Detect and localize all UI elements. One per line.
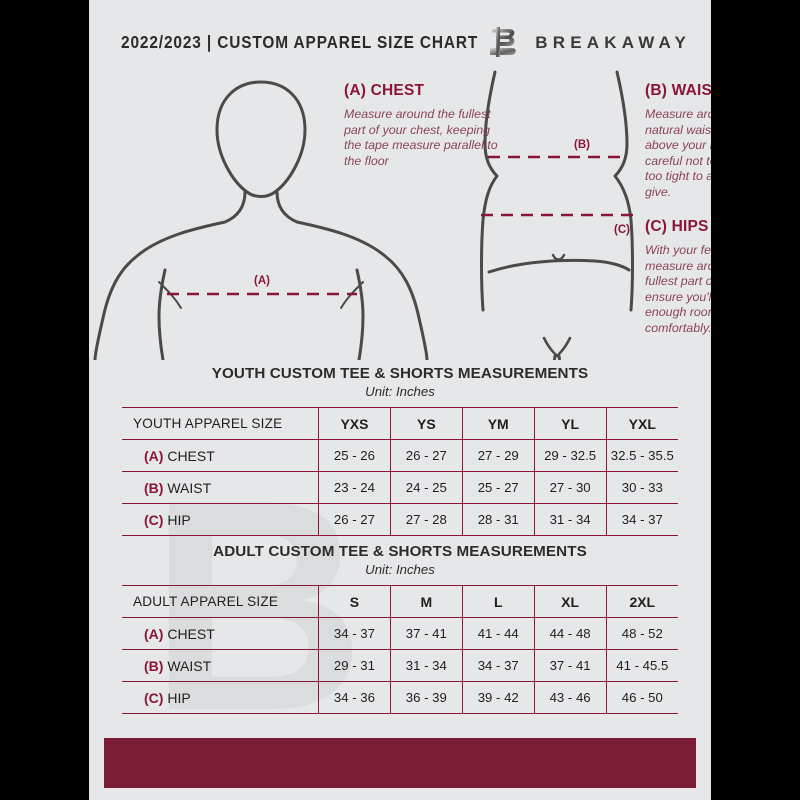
- row-tag-b: (B): [144, 657, 164, 674]
- table-header-row: ADULT APPAREL SIZE S M L XL 2XL: [122, 585, 678, 618]
- row-tag-b: (B): [144, 479, 164, 496]
- page-title: 2022/2023 | CUSTOM APPAREL SIZE CHART: [121, 32, 479, 52]
- callout-hips: (C) HIPS With your feet together, measur…: [645, 218, 711, 337]
- table-row: (B) WAIST 29 - 31 31 - 34 34 - 37 37 - 4…: [122, 649, 678, 682]
- footer-accent-bar: [104, 738, 696, 788]
- body-diagram-svg: (A) (B) (C): [93, 70, 634, 360]
- upper-body-outline: [93, 80, 429, 360]
- column-header-xl: XL: [533, 585, 607, 618]
- callout-waist-body: Measure around your natural waistline – …: [645, 107, 711, 199]
- waist-marker-label: (B): [574, 139, 590, 151]
- size-chart-page: B 2022/2023 | CUSTOM APPAREL SIZE CHART …: [89, 0, 711, 800]
- youth-size-label: YOUTH APPAREL SIZE: [122, 407, 319, 440]
- youth-waist-yxs: 23 - 24: [318, 471, 391, 504]
- adult-row-label-hip: (C) HIP: [122, 681, 319, 714]
- youth-chest-yxl: 32.5 - 35.5: [605, 439, 678, 472]
- youth-waist-ys: 24 - 25: [389, 471, 463, 504]
- table-row: (B) WAIST 23 - 24 24 - 25 25 - 27 27 - 3…: [122, 471, 678, 504]
- adult-hip-m: 36 - 39: [389, 681, 463, 714]
- youth-chest-ym: 27 - 29: [461, 439, 535, 472]
- youth-table-unit: Unit: Inches: [365, 384, 435, 399]
- adult-measurements-table: ADULT APPAREL SIZE S M L XL 2XL (A) CHES…: [122, 585, 678, 714]
- callout-hips-heading: (C) HIPS: [645, 218, 709, 235]
- adult-hip-l: 39 - 42: [461, 681, 535, 714]
- chest-marker-label: (A): [254, 275, 270, 287]
- column-header-yxl: YXL: [605, 407, 678, 440]
- adult-row-label-chest: (A) CHEST: [122, 617, 319, 650]
- table-row: (C) HIP 26 - 27 27 - 28 28 - 31 31 - 34 …: [122, 503, 678, 536]
- row-tag-a: (A): [144, 447, 164, 464]
- row-name-waist: WAIST: [167, 479, 212, 496]
- row-name-chest: CHEST: [167, 625, 215, 642]
- row-name-chest: CHEST: [167, 447, 215, 464]
- column-header-yl: YL: [533, 407, 607, 440]
- row-name-hip: HIP: [167, 511, 191, 528]
- adult-waist-xl: 37 - 41: [533, 649, 607, 682]
- adult-waist-s: 29 - 31: [318, 649, 391, 682]
- adult-chest-2xl: 48 - 52: [605, 617, 678, 650]
- callout-waist-heading: (B) WAIST: [645, 82, 711, 99]
- youth-measurements-section: YOUTH CUSTOM TEE & SHORTS MEASUREMENTS U…: [89, 365, 711, 536]
- adult-size-label: ADULT APPAREL SIZE: [122, 585, 319, 618]
- table-row: (A) CHEST 25 - 26 26 - 27 27 - 29 29 - 3…: [122, 439, 678, 472]
- row-tag-c: (C): [144, 511, 164, 528]
- youth-table-title: YOUTH CUSTOM TEE & SHORTS MEASUREMENTS: [211, 365, 589, 382]
- adult-waist-2xl: 41 - 45.5: [605, 649, 678, 682]
- callout-hips-body: With your feet together, measure around …: [645, 243, 711, 335]
- adult-hip-xl: 43 - 46: [533, 681, 607, 714]
- adult-waist-l: 34 - 37: [461, 649, 535, 682]
- column-header-ys: YS: [389, 407, 463, 440]
- column-header-yxs: YXS: [318, 407, 391, 440]
- table-row: (A) CHEST 34 - 37 37 - 41 41 - 44 44 - 4…: [122, 617, 678, 650]
- youth-hip-yxs: 26 - 27: [318, 503, 391, 536]
- adult-hip-s: 34 - 36: [318, 681, 391, 714]
- lower-body-outline: [480, 70, 634, 360]
- table-row: (C) HIP 34 - 36 36 - 39 39 - 42 43 - 46 …: [122, 681, 678, 714]
- youth-hip-ys: 27 - 28: [389, 503, 463, 536]
- adult-waist-m: 31 - 34: [389, 649, 463, 682]
- youth-hip-ym: 28 - 31: [461, 503, 535, 536]
- youth-hip-yl: 31 - 34: [533, 503, 607, 536]
- row-name-hip: HIP: [167, 689, 191, 706]
- body-diagram: (A) (B) (C): [89, 70, 711, 360]
- column-header-2xl: 2XL: [605, 585, 678, 618]
- row-tag-c: (C): [144, 689, 164, 706]
- adult-chest-m: 37 - 41: [389, 617, 463, 650]
- youth-chest-yl: 29 - 32.5: [533, 439, 607, 472]
- youth-waist-yl: 27 - 30: [533, 471, 607, 504]
- hips-marker-label: (C): [614, 224, 630, 236]
- row-name-waist: WAIST: [167, 657, 212, 674]
- brand-name: BREAKAWAY: [535, 33, 691, 52]
- youth-waist-ym: 25 - 27: [461, 471, 535, 504]
- youth-measurements-table: YOUTH APPAREL SIZE YXS YS YM YL YXL (A) …: [122, 407, 678, 536]
- row-tag-a: (A): [144, 625, 164, 642]
- brand-lockup: BREAKAWAY: [487, 26, 691, 60]
- column-header-l: L: [461, 585, 535, 618]
- adult-hip-2xl: 46 - 50: [605, 681, 678, 714]
- adult-chest-s: 34 - 37: [318, 617, 391, 650]
- adult-measurements-section: ADULT CUSTOM TEE & SHORTS MEASUREMENTS U…: [89, 543, 711, 714]
- callout-chest-heading: (A) CHEST: [344, 82, 425, 99]
- table-header-row: YOUTH APPAREL SIZE YXS YS YM YL YXL: [122, 407, 678, 440]
- youth-chest-yxs: 25 - 26: [318, 439, 391, 472]
- adult-table-title: ADULT CUSTOM TEE & SHORTS MEASUREMENTS: [213, 543, 587, 560]
- youth-row-label-waist: (B) WAIST: [122, 471, 319, 504]
- adult-chest-l: 41 - 44: [461, 617, 535, 650]
- youth-row-label-chest: (A) CHEST: [122, 439, 319, 472]
- youth-waist-yxl: 30 - 33: [605, 471, 678, 504]
- page-header: 2022/2023 | CUSTOM APPAREL SIZE CHART BR…: [89, 24, 711, 64]
- column-header-m: M: [389, 585, 463, 618]
- callout-waist: (B) WAIST Measure around your natural wa…: [645, 82, 711, 201]
- youth-chest-ys: 26 - 27: [389, 439, 463, 472]
- callout-chest-body: Measure around the fullest part of your …: [344, 107, 498, 168]
- youth-hip-yxl: 34 - 37: [605, 503, 678, 536]
- adult-table-unit: Unit: Inches: [365, 562, 435, 577]
- column-header-ym: YM: [461, 407, 535, 440]
- breakaway-b-logo-icon: [490, 27, 516, 57]
- adult-row-label-waist: (B) WAIST: [122, 649, 319, 682]
- callout-chest: (A) CHEST Measure around the fullest par…: [344, 82, 504, 169]
- youth-row-label-hip: (C) HIP: [122, 503, 319, 536]
- column-header-s: S: [318, 585, 391, 618]
- adult-chest-xl: 44 - 48: [533, 617, 607, 650]
